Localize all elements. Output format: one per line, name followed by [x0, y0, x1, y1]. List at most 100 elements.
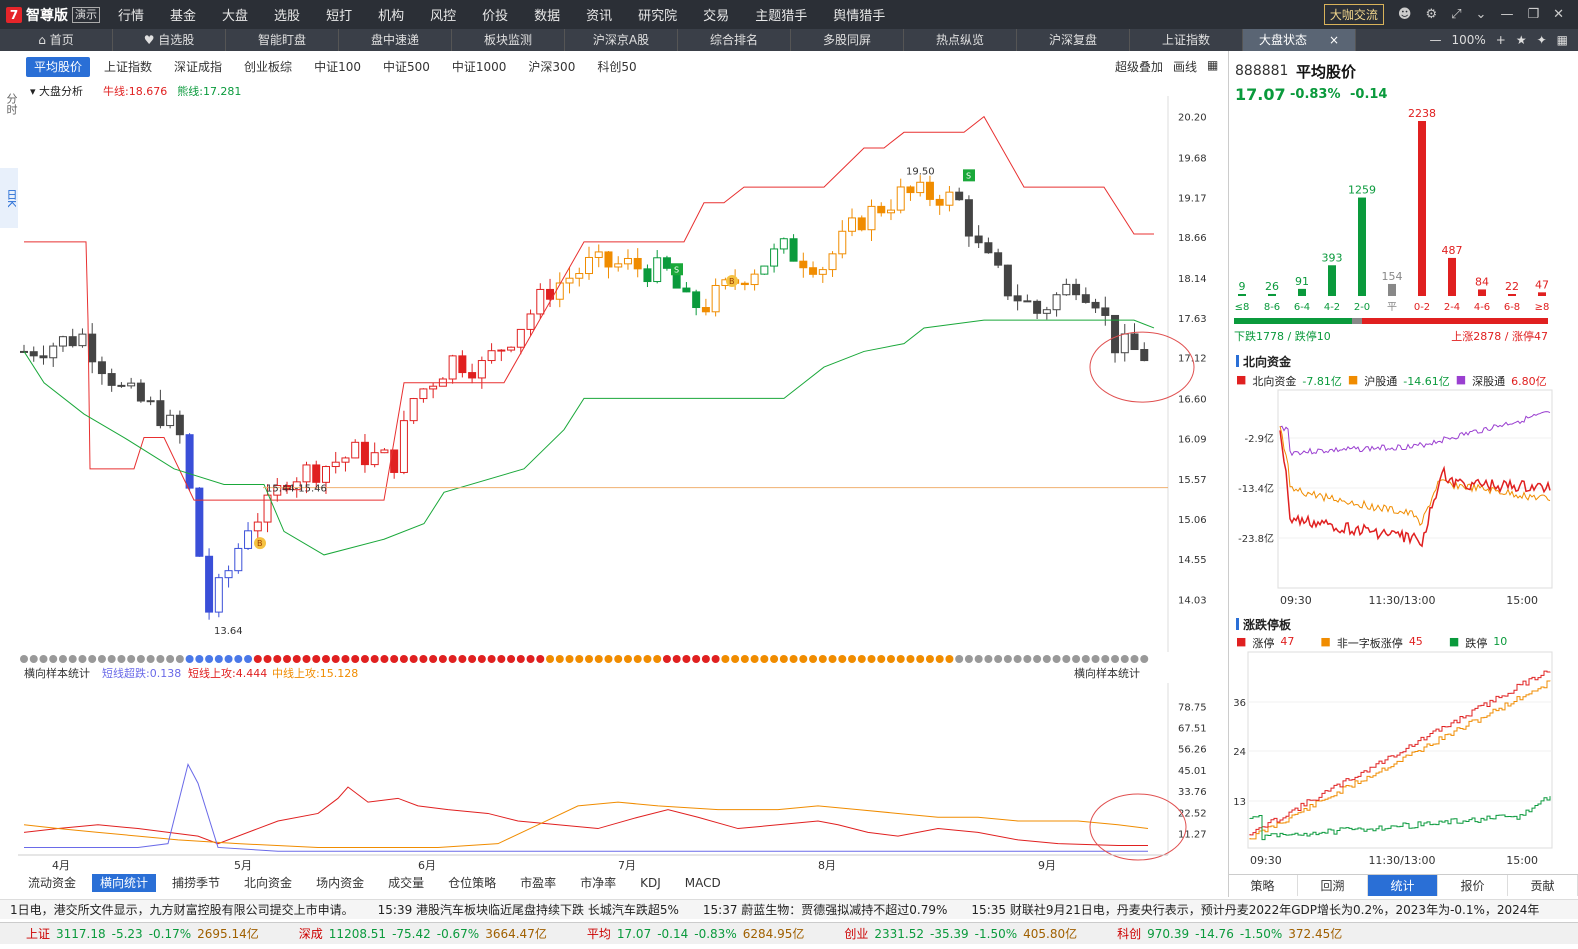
right-tab-3[interactable]: 报价	[1438, 875, 1508, 896]
zt-axis-label: 13	[1233, 797, 1246, 808]
nav-tab-5[interactable]: 沪深京A股	[565, 29, 678, 51]
status-dot	[1042, 655, 1051, 663]
index-quote-0[interactable]: 上证 3117.18 -5.23 -0.17% 2695.14亿	[26, 925, 265, 942]
nf-sz-line	[1279, 411, 1551, 457]
tab-bar: ⌂ 首页 ♥ 自选股 智能盯盘 盘中速递 板块监测 沪深京A股 综合排名 多股同屏 热点纵览 沪深…	[0, 29, 1578, 51]
right-tab-0[interactable]: 策略	[1228, 875, 1298, 896]
menu-item-11[interactable]: 交易	[703, 9, 730, 24]
main-kline-chart[interactable]: 20.2019.6819.1718.6618.1417.6317.1216.60…	[18, 96, 1210, 668]
zoom-out-icon[interactable]: —	[1429, 33, 1442, 47]
menu-item-1[interactable]: 基金	[170, 9, 197, 24]
star-icon[interactable]: ★	[1515, 33, 1527, 47]
menu-item-9[interactable]: 资讯	[586, 9, 613, 24]
nav-tab-8[interactable]: 热点纵览	[904, 29, 1017, 51]
nav-tab-3[interactable]: 盘中速递	[339, 29, 452, 51]
menu-item-8[interactable]: 数据	[534, 9, 561, 24]
index-quote-3[interactable]: 创业 2331.52 -35.39 -1.50% 405.80亿	[844, 925, 1083, 942]
app-logo[interactable]: 7 智尊版 演示	[0, 5, 110, 25]
zoom-in-icon[interactable]: +	[1495, 33, 1506, 47]
up-summary-text: 上涨2878 / 涨停47	[1451, 329, 1548, 343]
settings-icon[interactable]: ⚙	[1425, 7, 1438, 22]
news-item[interactable]: 15:39 港股汽车板块临近尾盘持续下跌 长城汽车跌超5%	[377, 903, 679, 917]
index-tab-3[interactable]: 创业板综	[244, 60, 293, 74]
status-dot	[896, 655, 905, 663]
close-window-icon[interactable]: ✕	[1553, 7, 1564, 22]
nav-tab-1[interactable]: ♥ 自选股	[113, 29, 226, 51]
menu-item-12[interactable]: 主题猎手	[755, 9, 808, 24]
status-dot	[916, 655, 925, 663]
news-item[interactable]: 15:37 蔚蓝生物：贾德强拟减持不超过0.79%	[702, 903, 948, 917]
menu-item-0[interactable]: 行情	[118, 9, 145, 24]
grid-icon[interactable]: ▦	[1556, 33, 1568, 47]
index-quote-4[interactable]: 科创 970.39 -14.76 -1.50% 372.45亿	[1117, 925, 1348, 942]
nav-tab-9[interactable]: 沪深复盘	[1017, 29, 1130, 51]
menu-item-13[interactable]: 舆情猎手	[833, 9, 886, 24]
nav-tab-0[interactable]: ⌂ 首页	[0, 29, 113, 51]
nav-tab-4[interactable]: 板块监测	[452, 29, 565, 51]
index-tab-5[interactable]: 中证500	[382, 60, 430, 74]
sub-axis-label: 45.01	[1178, 766, 1207, 777]
candle-body	[526, 313, 535, 330]
indicator-tab-0[interactable]: 流动资金	[28, 876, 77, 890]
index-tab-6[interactable]: 中证1000	[451, 60, 507, 74]
index-tab-4[interactable]: 中证100	[314, 60, 361, 74]
side-tab-daily[interactable]: 日K	[0, 168, 18, 228]
indicator-tab-2[interactable]: 捕捞季节	[172, 876, 221, 890]
view-controls: — 100% + ★ ✦ ▦	[1429, 29, 1578, 51]
menu-item-6[interactable]: 风控	[430, 9, 457, 24]
dist-bar-value: 487	[1442, 244, 1463, 257]
chevron-down-icon[interactable]: ⌄	[1475, 7, 1487, 22]
news-item[interactable]: 15:35 财联社9月21日电，丹麦央行表示，预计丹麦2022年GDP增长为0.…	[971, 903, 1540, 917]
restore-icon[interactable]: ❐	[1527, 7, 1540, 22]
nav-tab-10[interactable]: 上证指数	[1130, 29, 1243, 51]
draw-line-button[interactable]: 画线	[1173, 60, 1198, 74]
nav-tab-6[interactable]: 综合排名	[678, 29, 791, 51]
index-quote-2[interactable]: 平均 17.07 -0.14 -0.83% 6284.95亿	[587, 925, 811, 942]
index-quote-chg: -75.42	[392, 927, 431, 941]
indicator-tab-7[interactable]: 市盈率	[520, 876, 557, 890]
indicator-tab-4[interactable]: 场内资金	[316, 876, 365, 890]
right-tab-1[interactable]: 回溯	[1298, 875, 1368, 896]
index-tab-1[interactable]: 上证指数	[104, 60, 153, 74]
index-tab-0[interactable]: 平均股价	[26, 57, 91, 77]
menu-item-2[interactable]: 大盘	[222, 9, 249, 24]
indicator-tab-5[interactable]: 成交量	[388, 876, 425, 890]
index-tab-8[interactable]: 科创50	[597, 60, 637, 74]
indicator-tab-10[interactable]: MACD	[684, 876, 721, 890]
indicator-tab-3[interactable]: 北向资金	[244, 876, 293, 890]
pin-icon[interactable]: ✦	[1536, 33, 1547, 47]
nav-tab-label: 盘中速递	[370, 33, 419, 47]
close-tab-icon[interactable]: ×	[1328, 33, 1340, 47]
menu-item-10[interactable]: 研究院	[638, 9, 678, 24]
index-tab-7[interactable]: 沪深300	[528, 60, 576, 74]
menu-item-7[interactable]: 价投	[482, 9, 509, 24]
highlight-circle	[1089, 331, 1195, 403]
index-quote-1[interactable]: 深成 11208.51 -75.42 -0.67% 3664.47亿	[299, 925, 553, 942]
right-tab-4[interactable]: 贡献	[1508, 875, 1578, 896]
menu-item-4[interactable]: 短打	[326, 9, 353, 24]
shrink-icon[interactable]: ⤢	[1451, 7, 1462, 22]
layout-icon[interactable]: ▦	[1207, 58, 1219, 72]
super-overlay-button[interactable]: 超级叠加	[1115, 60, 1164, 74]
indicator-tab-6[interactable]: 仓位策略	[448, 876, 497, 890]
status-dot	[633, 655, 642, 663]
nav-tab-2[interactable]: 智能盯盘	[226, 29, 339, 51]
right-tab-2[interactable]: 统计	[1368, 875, 1438, 896]
analysis-menu[interactable]: ▾ 大盘分析	[30, 85, 84, 98]
user-icon[interactable]: ☻	[1397, 7, 1412, 22]
sub-axis-label: 67.51	[1178, 723, 1207, 734]
indicator-tab-8[interactable]: 市净率	[580, 876, 617, 890]
menu-item-5[interactable]: 机构	[378, 9, 405, 24]
side-tab-intraday[interactable]: 分时	[5, 93, 18, 115]
minimize-icon[interactable]: —	[1500, 7, 1514, 22]
vip-exchange-button[interactable]: 大咖交流	[1323, 4, 1384, 25]
menu-item-3[interactable]: 选股	[274, 9, 301, 24]
nav-tab-7[interactable]: 多股同屏	[791, 29, 904, 51]
indicator-tab-1[interactable]: 横向统计	[92, 874, 157, 892]
indicator-tab-9[interactable]: KDJ	[640, 876, 661, 890]
horizontal-stats-chart[interactable]: 横向样本统计 短线超跌:0.138 短线上攻:4.444 中线上攻:15.128 横向样…	[18, 655, 1210, 875]
index-tab-2[interactable]: 深证成指	[174, 60, 223, 74]
news-item[interactable]: 1日电，港交所文件显示，九方财富控股有限公司提交上市申请。	[10, 903, 354, 917]
index-quote-chg: -14.76	[1195, 927, 1234, 941]
nav-tab-11[interactable]: 大盘状态 ×	[1243, 29, 1356, 51]
